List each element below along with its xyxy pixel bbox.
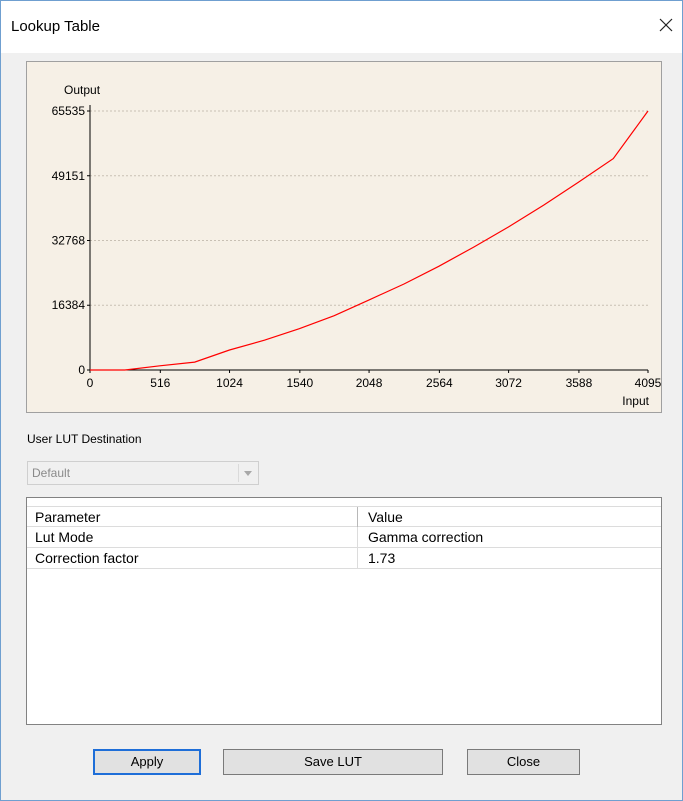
y-tick-label: 16384 <box>52 298 86 312</box>
x-tick-label: 1024 <box>216 376 243 390</box>
column-header-value[interactable]: Value <box>357 507 661 527</box>
save-lut-button[interactable]: Save LUT <box>223 749 443 775</box>
x-tick-label: 0 <box>87 376 94 390</box>
param-name: Lut Mode <box>35 529 94 545</box>
close-button[interactable]: Close <box>467 749 580 775</box>
x-tick-label: 1540 <box>286 376 313 390</box>
param-value[interactable]: 1.73 <box>357 548 661 568</box>
x-axis-title: Input <box>622 394 649 408</box>
title-bar: Lookup Table <box>1 1 682 53</box>
y-tick-label: 65535 <box>52 104 86 118</box>
close-icon[interactable] <box>656 15 676 35</box>
parameter-table: Parameter Value Lut Mode Gamma correctio… <box>26 497 662 725</box>
x-tick-label: 4095 <box>635 376 661 390</box>
table-header-row: Parameter Value <box>27 506 661 527</box>
x-tick-label: 2048 <box>356 376 383 390</box>
column-header-parameter[interactable]: Parameter <box>35 509 101 525</box>
param-value[interactable]: Gamma correction <box>357 527 661 547</box>
x-tick-label: 3072 <box>495 376 522 390</box>
y-axis-title: Output <box>64 83 101 97</box>
x-tick-label: 3588 <box>566 376 593 390</box>
chevron-down-icon[interactable] <box>238 464 256 482</box>
table-row[interactable]: Correction factor 1.73 <box>27 548 661 569</box>
window-title: Lookup Table <box>11 18 100 35</box>
x-tick-label: 2564 <box>426 376 453 390</box>
series-line <box>90 110 649 371</box>
y-tick-label: 49151 <box>52 169 86 183</box>
x-tick-label: 516 <box>150 376 170 390</box>
lut-chart-panel: 0 16384 32768 49151 65535 0 516 1024 1540 2048 256… <box>26 61 662 413</box>
y-tick-label: 0 <box>78 363 85 377</box>
y-tick-label: 32768 <box>52 233 86 247</box>
lut-chart: 0 16384 32768 49151 65535 0 516 1024 1540 2048 256… <box>52 83 661 408</box>
table-row[interactable]: Lut Mode Gamma correction <box>27 527 661 548</box>
user-lut-destination-select[interactable]: Default <box>27 461 259 485</box>
user-lut-destination-value: Default <box>32 466 71 480</box>
param-name: Correction factor <box>35 550 139 566</box>
user-lut-destination-label: User LUT Destination <box>27 432 142 446</box>
apply-button[interactable]: Apply <box>93 749 201 775</box>
